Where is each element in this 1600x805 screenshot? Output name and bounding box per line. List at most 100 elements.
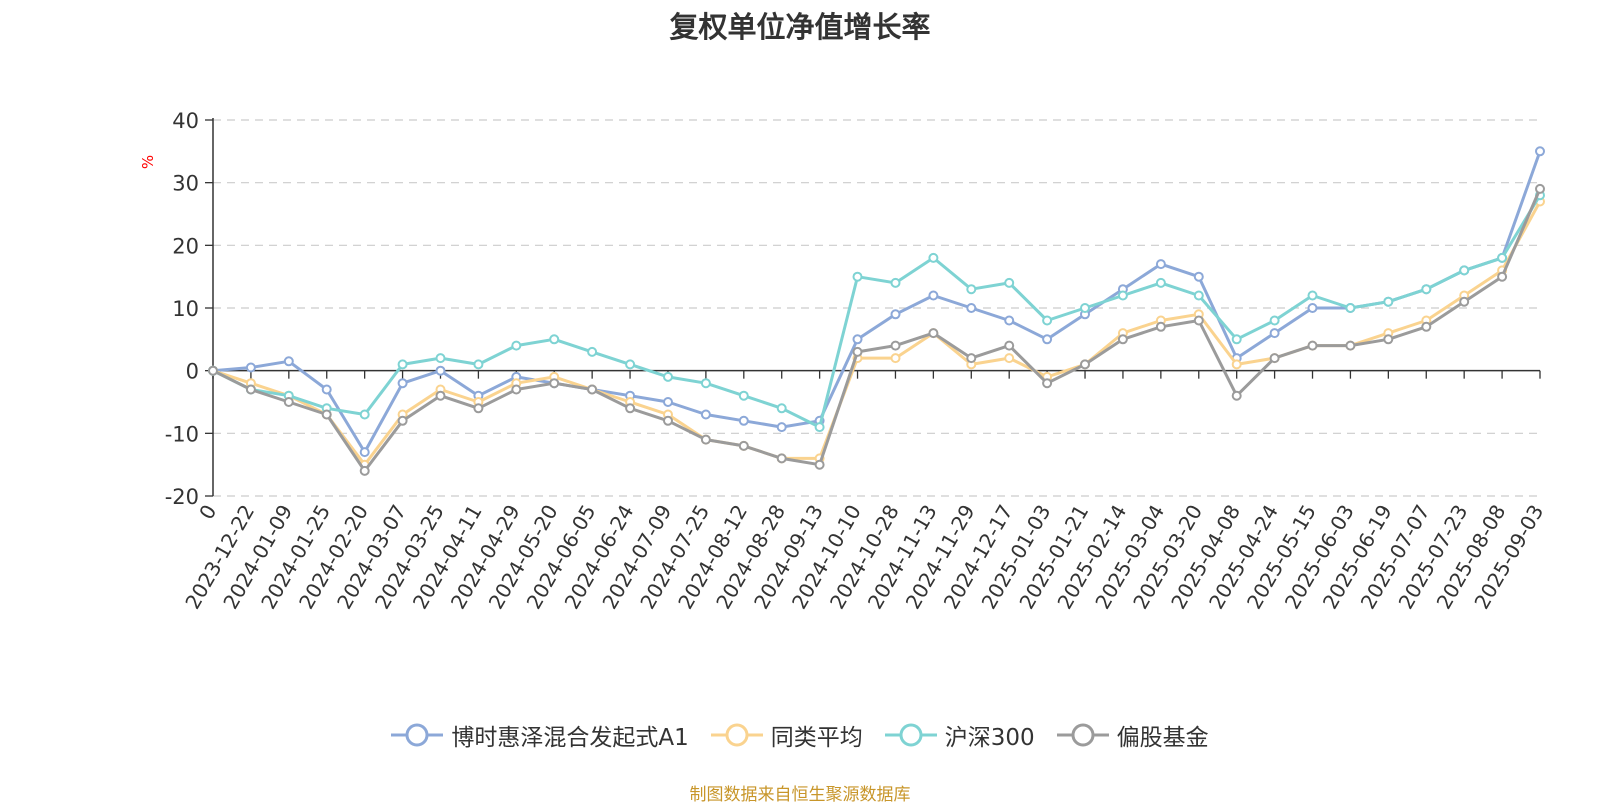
data-point (549, 378, 560, 389)
data-point (1231, 359, 1242, 370)
data-point (473, 359, 484, 370)
data-point (814, 459, 825, 470)
data-point (928, 252, 939, 263)
data-point (1155, 321, 1166, 332)
data-point (1042, 378, 1053, 389)
data-point (473, 403, 484, 414)
data-point (1307, 340, 1318, 351)
source-note: 制图数据来自恒生聚源数据库 (689, 785, 911, 805)
data-point (587, 346, 598, 357)
series-line-3 (212, 188, 1542, 473)
data-point (1117, 290, 1128, 301)
legend-label: 博时惠泽混合发起式A1 (451, 725, 689, 751)
y-tick-label: -20 (165, 485, 199, 509)
data-point (511, 340, 522, 351)
data-point (1345, 303, 1356, 313)
data-point (283, 397, 294, 407)
data-point (776, 422, 787, 433)
y-tick-label: 30 (172, 172, 199, 196)
data-point (625, 403, 636, 414)
data-point (738, 390, 749, 401)
x-tick-labels: 02023-12-222024-01-092024-01-252024-02-2… (180, 501, 1548, 614)
data-point (1080, 303, 1090, 313)
legend-label: 同类平均 (770, 725, 863, 751)
data-point (1080, 359, 1090, 370)
data-point (1535, 146, 1545, 157)
data-point (1459, 296, 1470, 307)
data-point (1421, 321, 1432, 332)
y-tick-label: 10 (172, 297, 199, 321)
data-point (1459, 265, 1470, 276)
data-point (1155, 259, 1166, 270)
data-point (776, 403, 787, 414)
series-line-2 (212, 194, 1542, 429)
data-point (1535, 183, 1545, 194)
data-point (435, 365, 446, 376)
data-point (1231, 390, 1242, 401)
legend-item[interactable]: 同类平均 (710, 718, 863, 752)
data-point (663, 415, 673, 426)
data-point (1269, 315, 1280, 326)
data-point (1042, 334, 1053, 345)
y-tick-label: 40 (172, 109, 199, 133)
data-point (776, 453, 787, 464)
legend-label: 沪深300 (944, 725, 1035, 751)
legend-label: 偏股基金 (1116, 725, 1209, 751)
data-point (208, 365, 218, 376)
data-point (321, 409, 332, 420)
data-point (1307, 303, 1318, 313)
data-point (852, 271, 863, 282)
data-point (435, 390, 446, 401)
data-point (663, 371, 673, 382)
data-point (1155, 277, 1166, 288)
data-point (1193, 290, 1204, 301)
data-point (700, 378, 711, 389)
data-point (1269, 353, 1280, 364)
data-point (1004, 353, 1015, 364)
data-point (1004, 340, 1015, 351)
y-axis-unit: % (139, 155, 157, 169)
data-point (814, 422, 825, 433)
data-point (1497, 252, 1508, 263)
data-point (700, 409, 711, 420)
data-point (245, 384, 256, 395)
data-point (1497, 271, 1508, 282)
data-point (245, 362, 256, 373)
data-point (397, 359, 408, 370)
data-point (852, 334, 863, 345)
data-point (283, 356, 294, 367)
data-point (1004, 315, 1015, 326)
series-lines (208, 146, 1545, 476)
y-tick-labels: -20 -10 0 10 20 30 40 (165, 109, 199, 509)
data-point (700, 434, 711, 445)
x-tick-label: 0 (194, 501, 221, 524)
data-point (397, 415, 408, 426)
chart-title: 复权单位净值增长率 (669, 10, 931, 44)
data-point (890, 277, 901, 288)
y-tick-label: 0 (186, 360, 199, 384)
data-point (1193, 315, 1204, 326)
legend-line-circle-icon (1056, 723, 1109, 747)
data-point (663, 397, 673, 407)
data-point (1231, 334, 1242, 345)
data-point (359, 409, 370, 420)
legend-item[interactable]: 偏股基金 (1056, 718, 1209, 752)
series-line-1 (212, 200, 1542, 467)
data-point (511, 384, 522, 395)
data-point (966, 353, 977, 364)
data-point (359, 465, 370, 476)
data-point (890, 353, 901, 364)
data-point (852, 346, 863, 357)
legend-item[interactable]: 沪深300 (884, 718, 1035, 752)
data-point (890, 309, 901, 320)
legend-line-circle-icon (884, 723, 937, 747)
legend-item[interactable]: 博时惠泽混合发起式A1 (391, 718, 689, 752)
data-point (1383, 296, 1394, 307)
legend: 博时惠泽混合发起式A1 同类平均 沪深300 偏股基金 (0, 718, 1600, 752)
data-point (1193, 271, 1204, 282)
legend-line-circle-icon (710, 723, 763, 747)
data-point (587, 384, 598, 395)
data-point (738, 440, 749, 451)
data-point (966, 303, 977, 313)
